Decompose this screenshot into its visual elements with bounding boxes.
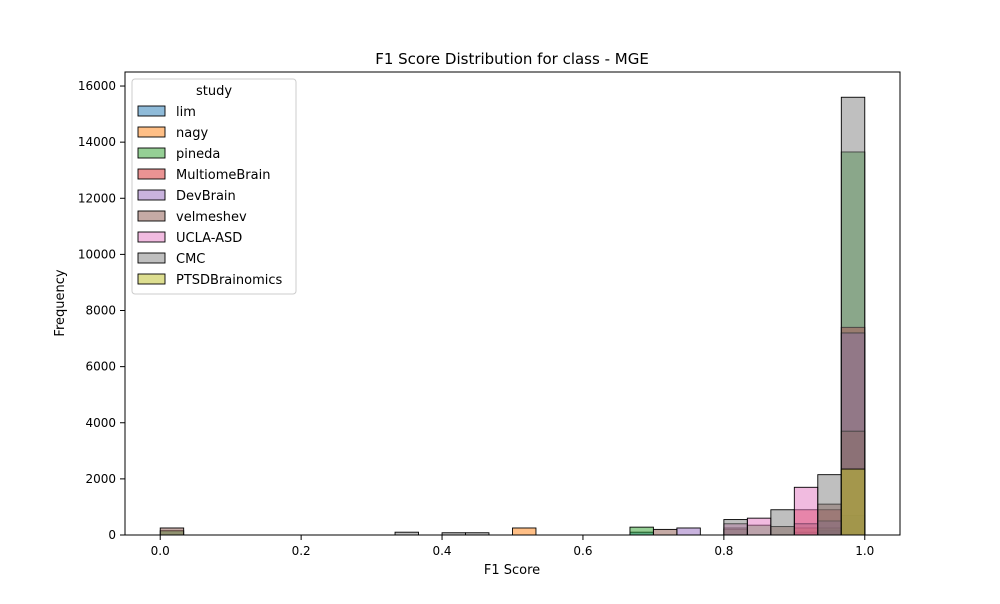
bar-ucla-asd-25	[746, 517, 772, 536]
y-tick-label: 16000	[78, 79, 116, 93]
legend-label-multiomebrain: MultiomeBrain	[176, 168, 270, 183]
bar-pineda-20	[629, 526, 654, 536]
legend: study lim nagy pineda MultiomeBrain DevBrain…	[131, 78, 297, 295]
bar-ptsdbrainomics-29	[840, 468, 866, 536]
y-axis-label: Frequency	[53, 269, 68, 336]
legend-swatch-ptsdbrainomics	[137, 273, 166, 285]
y-tick-label: 8000	[85, 304, 116, 318]
bar-velmeshev-21	[652, 528, 678, 536]
legend-swatch-ucla-asd	[137, 231, 166, 243]
legend-swatch-cmc	[137, 252, 166, 264]
bar-devbrain-22	[676, 527, 701, 536]
legend-swatch-pineda	[137, 147, 166, 159]
bar-cmc-26	[770, 509, 795, 536]
legend-label-nagy: nagy	[176, 126, 208, 141]
axes-frame	[124, 71, 901, 536]
x-axis-ticks: 0.0 0.2 0.4 0.6 0.8 1.0	[151, 535, 874, 558]
y-tick-label: 6000	[85, 360, 116, 374]
legend-label-ptsdbrainomics: PTSDBrainomics	[176, 273, 282, 288]
x-tick-label: 0.0	[151, 544, 170, 558]
legend-swatch-devbrain	[137, 189, 166, 201]
x-tick-label: 0.2	[292, 544, 311, 558]
legend-items: lim nagy pineda MultiomeBrain DevBrain velmes…	[137, 105, 282, 288]
y-tick-label: 2000	[85, 472, 116, 486]
legend-swatch-multiomebrain	[137, 168, 166, 180]
legend-label-lim: lim	[176, 105, 196, 120]
y-tick-label: 12000	[78, 191, 116, 205]
y-tick-label: 4000	[85, 416, 116, 430]
x-tick-label: 1.0	[855, 544, 874, 558]
bar-cmc-24	[723, 519, 748, 536]
y-tick-label: 10000	[78, 247, 116, 261]
y-tick-label: 14000	[78, 135, 116, 149]
bar-ucla-asd-27	[793, 486, 819, 536]
legend-swatch-lim	[137, 105, 166, 117]
y-axis-ticks: 0 2000 4000 6000 8000 10000 12000 14000 16000	[78, 79, 125, 542]
x-tick-label: 0.6	[573, 544, 592, 558]
legend-swatch-velmeshev	[137, 210, 166, 222]
legend-swatch-nagy	[137, 126, 166, 138]
legend-label-pineda: pineda	[176, 147, 220, 162]
legend-title: study	[196, 84, 232, 99]
chart-title: F1 Score Distribution for class - MGE	[375, 50, 649, 68]
x-tick-label: 0.8	[714, 544, 733, 558]
bar-nagy-15	[512, 527, 537, 536]
legend-label-cmc: CMC	[176, 252, 205, 267]
x-tick-label: 0.4	[432, 544, 451, 558]
legend-label-devbrain: DevBrain	[176, 189, 236, 204]
bars-layer	[159, 96, 866, 536]
legend-label-velmeshev: velmeshev	[176, 210, 247, 225]
bar-cmc-28	[817, 474, 842, 536]
bar-velmeshev-0	[159, 527, 185, 536]
y-tick-label: 0	[108, 528, 116, 542]
legend-label-ucla-asd: UCLA-ASD	[176, 231, 242, 246]
x-axis-label: F1 Score	[484, 563, 540, 578]
legend-box	[131, 78, 297, 295]
